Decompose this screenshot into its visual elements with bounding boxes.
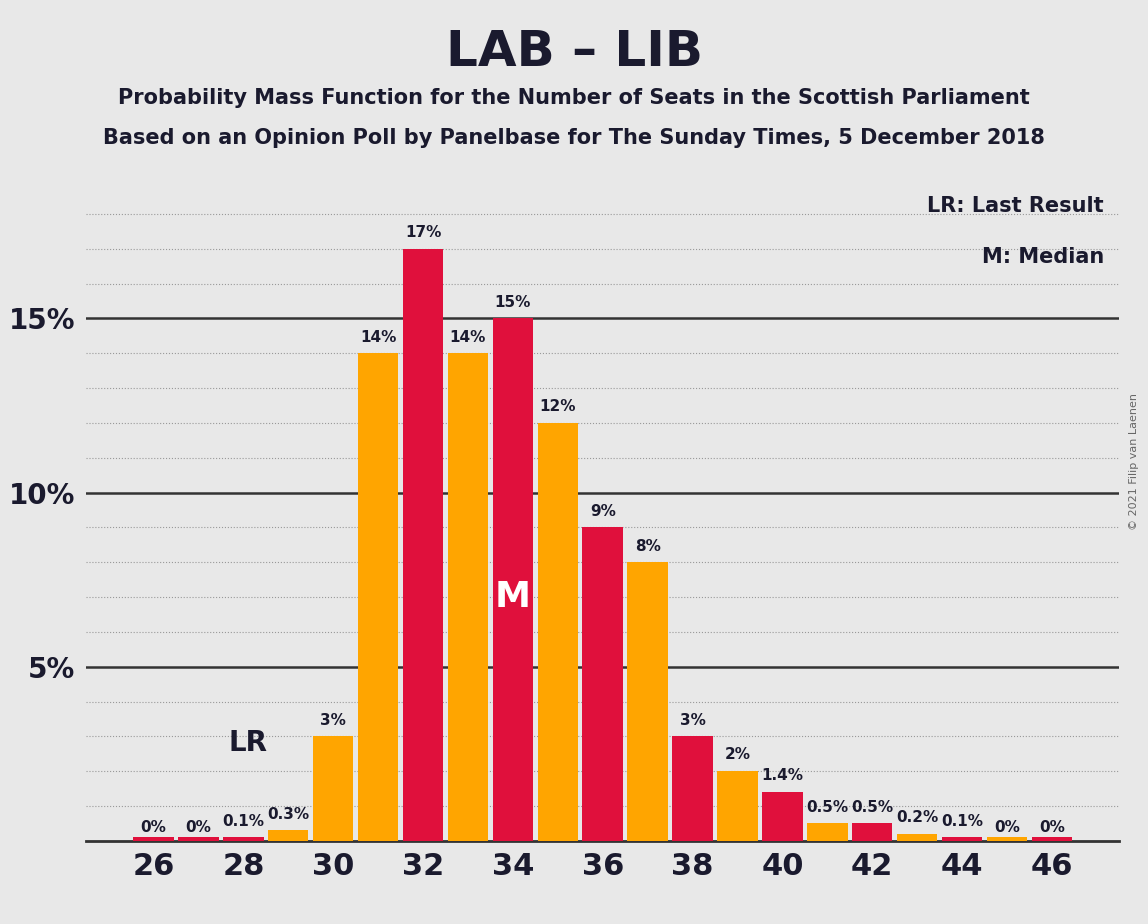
Bar [718,772,758,841]
Bar [403,249,443,841]
Text: © 2021 Filip van Laenen: © 2021 Filip van Laenen [1130,394,1139,530]
Text: 0.5%: 0.5% [806,799,848,815]
Text: Probability Mass Function for the Number of Seats in the Scottish Parliament: Probability Mass Function for the Number… [118,88,1030,108]
Bar [673,736,713,841]
Text: 0.1%: 0.1% [941,814,983,829]
Text: 9%: 9% [590,504,615,518]
Text: LR: LR [228,729,267,758]
Text: 0%: 0% [1039,820,1065,834]
Text: LR: Last Result: LR: Last Result [928,196,1103,215]
Text: 0.2%: 0.2% [897,810,938,825]
Text: 0%: 0% [186,820,211,834]
Bar [987,836,1027,841]
Bar [762,792,802,841]
Text: 14%: 14% [450,330,486,345]
Text: 14%: 14% [360,330,396,345]
Text: 0.5%: 0.5% [851,799,893,815]
Bar [313,736,354,841]
Text: LAB – LIB: LAB – LIB [445,28,703,76]
Bar [448,353,488,841]
Text: 1.4%: 1.4% [761,769,804,784]
Bar [582,528,623,841]
Text: 0%: 0% [994,820,1019,834]
Text: M: M [495,580,530,614]
Bar [537,423,577,841]
Text: 17%: 17% [405,225,441,240]
Bar [807,823,847,841]
Bar [358,353,398,841]
Text: 12%: 12% [540,399,576,414]
Bar [628,562,668,841]
Bar [852,823,892,841]
Text: Based on an Opinion Poll by Panelbase for The Sunday Times, 5 December 2018: Based on an Opinion Poll by Panelbase fo… [103,128,1045,148]
Text: 2%: 2% [724,748,751,762]
Text: 8%: 8% [635,539,660,553]
Text: 15%: 15% [495,295,532,310]
Text: 3%: 3% [680,712,706,728]
Bar [267,831,309,841]
Bar [178,836,218,841]
Text: 0.1%: 0.1% [223,814,264,829]
Bar [1032,836,1072,841]
Text: 3%: 3% [320,712,346,728]
Text: 0%: 0% [140,820,166,834]
Bar [223,837,264,841]
Bar [492,319,533,841]
Bar [133,836,173,841]
Bar [941,837,983,841]
Text: M: Median: M: Median [982,247,1103,267]
Text: 0.3%: 0.3% [267,807,309,821]
Bar [897,833,938,841]
